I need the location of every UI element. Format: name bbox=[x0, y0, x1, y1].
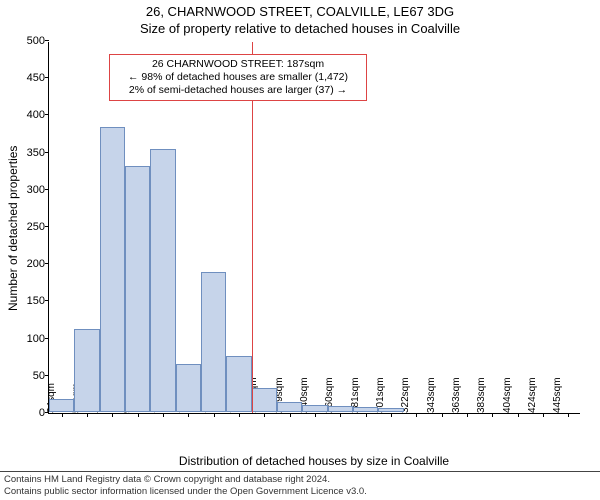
x-tick-label: 445sqm bbox=[553, 373, 563, 413]
histogram-bar bbox=[125, 166, 150, 412]
chart-subtitle: Size of property relative to detached ho… bbox=[0, 19, 600, 36]
annotation-line: 2% of semi-detached houses are larger (3… bbox=[116, 84, 360, 97]
x-tick-mark bbox=[214, 413, 215, 417]
y-tick-mark bbox=[45, 152, 49, 153]
y-tick-label: 350 bbox=[27, 147, 49, 159]
x-tick-mark bbox=[112, 413, 113, 417]
y-tick-mark bbox=[45, 189, 49, 190]
histogram-bar bbox=[226, 356, 251, 412]
x-tick-mark bbox=[138, 413, 139, 417]
y-tick-label: 150 bbox=[27, 295, 49, 307]
histogram-bar bbox=[302, 405, 327, 412]
y-tick-mark bbox=[45, 338, 49, 339]
chart-area: 05010015020025030035040045050034sqm55sqm… bbox=[48, 42, 580, 414]
chart-container: 26, CHARNWOOD STREET, COALVILLE, LE67 3D… bbox=[0, 0, 600, 500]
y-axis-label: Number of detached properties bbox=[4, 42, 22, 414]
y-tick-mark bbox=[45, 375, 49, 376]
footer-line-1: Contains HM Land Registry data © Crown c… bbox=[4, 474, 596, 486]
y-tick-label: 200 bbox=[27, 258, 49, 270]
footer-line-2: Contains public sector information licen… bbox=[4, 486, 596, 498]
x-axis-label: Distribution of detached houses by size … bbox=[48, 454, 580, 468]
x-tick-mark bbox=[467, 413, 468, 417]
x-tick-label: 363sqm bbox=[452, 373, 462, 413]
histogram-bar bbox=[150, 149, 175, 412]
footer-attribution: Contains HM Land Registry data © Crown c… bbox=[0, 471, 600, 500]
histogram-bar bbox=[328, 406, 353, 412]
y-tick-mark bbox=[45, 40, 49, 41]
histogram-bar bbox=[176, 364, 201, 412]
x-tick-mark bbox=[391, 413, 392, 417]
y-tick-label: 450 bbox=[27, 72, 49, 84]
y-tick-mark bbox=[45, 300, 49, 301]
y-tick-mark bbox=[45, 77, 49, 78]
x-tick-mark bbox=[290, 413, 291, 417]
x-tick-mark bbox=[366, 413, 367, 417]
x-tick-label: 404sqm bbox=[503, 373, 513, 413]
page-title: 26, CHARNWOOD STREET, COALVILLE, LE67 3D… bbox=[0, 0, 600, 19]
x-tick-label: 383sqm bbox=[477, 373, 487, 413]
y-tick-mark bbox=[45, 114, 49, 115]
histogram-bar bbox=[252, 388, 277, 412]
annotation-line: ← 98% of detached houses are smaller (1,… bbox=[116, 71, 360, 84]
x-tick-mark bbox=[543, 413, 544, 417]
x-tick-mark bbox=[315, 413, 316, 417]
histogram-bar bbox=[353, 407, 378, 412]
y-tick-mark bbox=[45, 263, 49, 264]
y-tick-label: 400 bbox=[27, 109, 49, 121]
x-tick-mark bbox=[442, 413, 443, 417]
x-tick-mark bbox=[264, 413, 265, 417]
histogram-bar bbox=[74, 329, 99, 412]
y-tick-mark bbox=[45, 226, 49, 227]
x-tick-mark bbox=[340, 413, 341, 417]
histogram-bar bbox=[201, 272, 226, 412]
y-tick-label: 300 bbox=[27, 184, 49, 196]
x-tick-label: 424sqm bbox=[528, 373, 538, 413]
x-tick-mark bbox=[492, 413, 493, 417]
y-tick-label: 250 bbox=[27, 221, 49, 233]
histogram-bar bbox=[100, 127, 125, 412]
x-tick-mark bbox=[239, 413, 240, 417]
annotation-box: 26 CHARNWOOD STREET: 187sqm← 98% of deta… bbox=[109, 54, 367, 101]
x-tick-mark bbox=[416, 413, 417, 417]
x-tick-mark bbox=[518, 413, 519, 417]
x-tick-mark bbox=[188, 413, 189, 417]
x-tick-mark bbox=[87, 413, 88, 417]
histogram-bar bbox=[49, 399, 74, 412]
plot-area: 05010015020025030035040045050034sqm55sqm… bbox=[48, 42, 580, 414]
x-tick-mark bbox=[62, 413, 63, 417]
y-tick-label: 100 bbox=[27, 333, 49, 345]
x-tick-mark bbox=[568, 413, 569, 417]
histogram-bar bbox=[378, 408, 403, 412]
x-tick-mark bbox=[163, 413, 164, 417]
y-tick-label: 500 bbox=[27, 35, 49, 47]
x-tick-label: 343sqm bbox=[427, 373, 437, 413]
annotation-line: 26 CHARNWOOD STREET: 187sqm bbox=[116, 58, 360, 71]
histogram-bar bbox=[277, 402, 302, 412]
